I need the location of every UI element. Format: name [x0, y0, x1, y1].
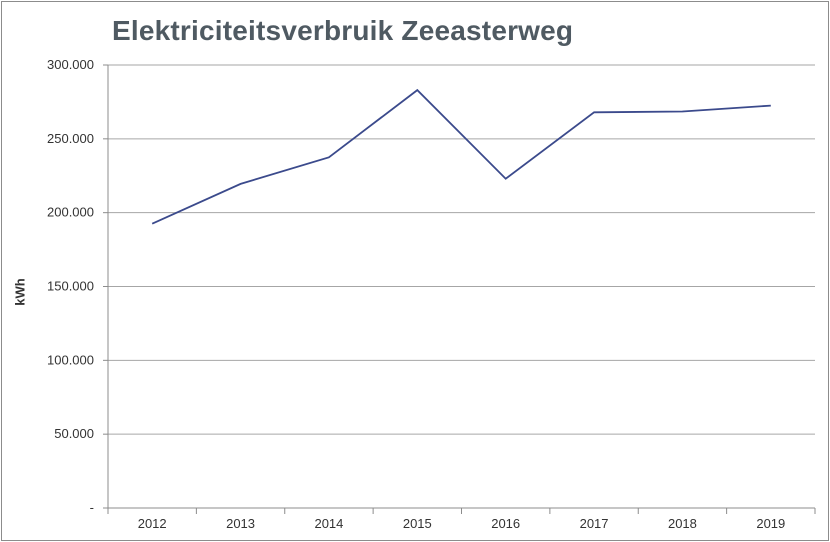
- x-tick-label: 2015: [403, 516, 432, 531]
- y-tick-labels: - 50.000 100.000 150.000 200.000 250.000 300.0…: [47, 57, 94, 515]
- y-tick-label: -: [90, 500, 94, 515]
- y-tick-label: 200.000: [47, 205, 94, 220]
- y-tick-label: 150.000: [47, 279, 94, 294]
- axes: [103, 64, 816, 514]
- x-tick-label: 2016: [491, 516, 520, 531]
- y-tick-label: 100.000: [47, 352, 94, 367]
- x-tick-label: 2017: [580, 516, 609, 531]
- x-tick-labels: 2012 2013 2014 2015 2016 2017 2018 2019: [138, 516, 786, 531]
- x-tick-label: 2013: [226, 516, 255, 531]
- x-tick-label: 2019: [756, 516, 785, 531]
- series-layer: [151, 88, 771, 225]
- x-tick-label: 2018: [668, 516, 697, 531]
- x-tick-label: 2014: [314, 516, 343, 531]
- y-tick-label: 300.000: [47, 57, 94, 72]
- x-tick-label: 2012: [138, 516, 167, 531]
- y-tick-label: 250.000: [47, 131, 94, 146]
- series-line: [151, 88, 771, 225]
- y-tick-label: 50.000: [54, 426, 94, 441]
- gridlines: [108, 64, 815, 435]
- chart-title: Elektriciteitsverbruik Zeeasterweg: [112, 15, 574, 46]
